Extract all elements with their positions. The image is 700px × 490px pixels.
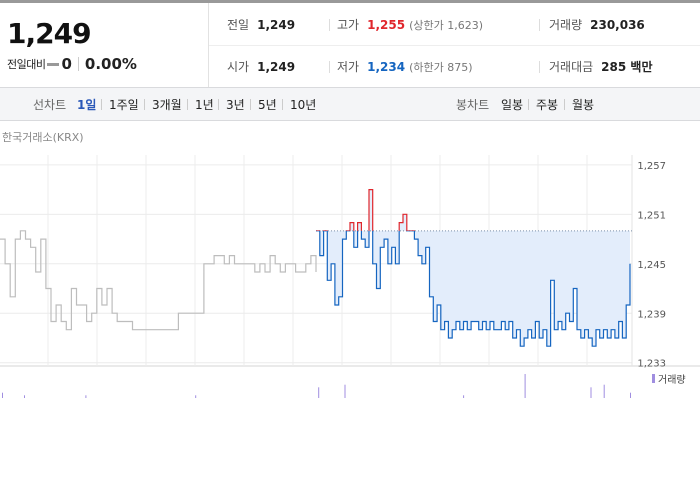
upper-limit: (상한가 1,623) xyxy=(409,18,483,32)
price-summary: 1,249 전일대비 0 0.00% xyxy=(0,3,209,87)
volume-bar xyxy=(524,374,526,398)
today-area-fill xyxy=(316,189,630,347)
stat-label: 거래량 xyxy=(549,18,583,32)
stat-value: 1,249 xyxy=(257,17,296,32)
volume-swatch xyxy=(652,374,655,383)
volume-bar xyxy=(603,384,605,398)
stat-label: 저가 xyxy=(337,60,360,74)
previous-day-line xyxy=(0,230,317,331)
stat-divider xyxy=(329,61,330,73)
stat-volume: 거래량 230,036 xyxy=(549,16,645,33)
stat-low: 저가 1,234 (하한가 875) xyxy=(337,58,473,75)
tab-3m[interactable]: 3개월 xyxy=(152,98,182,112)
tab-10y[interactable]: 10년 xyxy=(290,98,317,112)
stat-value: 1,234 xyxy=(367,59,406,74)
y-tick-label: 1,257 xyxy=(637,161,666,172)
lower-limit: (하한가 875) xyxy=(409,60,473,74)
stat-value: 1,249 xyxy=(257,59,296,74)
volume-bar xyxy=(85,395,87,398)
tab-divider xyxy=(528,99,529,110)
volume-legend: 거래량 xyxy=(652,371,686,386)
volume-legend-label: 거래량 xyxy=(658,375,686,386)
tab-1d[interactable]: 1일 xyxy=(77,98,97,112)
stat-amount: 거래대금 285 백만 xyxy=(549,58,652,75)
today-line-below xyxy=(316,230,631,347)
tab-divider xyxy=(282,99,283,110)
volume-bar xyxy=(630,392,631,398)
tab-weekly-candle[interactable]: 주봉 xyxy=(536,98,559,112)
change-row: 전일대비 0 0.00% xyxy=(7,55,137,73)
stats-row-divider xyxy=(209,45,700,46)
candle-chart-label: 봉차트 xyxy=(456,98,490,112)
volume-bar xyxy=(590,387,592,398)
tab-1w[interactable]: 1주일 xyxy=(109,98,139,112)
change-label: 전일대비 xyxy=(7,58,46,71)
change-divider xyxy=(77,57,79,71)
y-tick-label: 1,245 xyxy=(637,260,666,271)
stat-prev-close: 전일 1,249 xyxy=(227,16,295,33)
tab-divider xyxy=(187,99,188,110)
tab-divider xyxy=(101,99,102,110)
data-source: 한국거래소(KRX) xyxy=(2,131,84,144)
volume-bar xyxy=(24,395,25,398)
line-chart-label: 선차트 xyxy=(33,98,67,112)
stat-label: 고가 xyxy=(337,18,360,32)
change-value: 0 xyxy=(61,55,72,73)
top-border xyxy=(0,0,700,3)
tab-5y[interactable]: 5년 xyxy=(258,98,277,112)
tab-divider xyxy=(218,99,219,110)
chart-tab-bar: 선차트 1일 1주일 3개월 1년 3년 5년 10년 봉차트 일봉 주봉 월봉 xyxy=(0,87,700,121)
stats-panel: 전일 1,249 고가 1,255 (상한가 1,623) 거래량 230,03… xyxy=(209,3,700,87)
tab-divider xyxy=(564,99,565,110)
stat-value: 285 백만 xyxy=(601,60,653,74)
flat-change-icon xyxy=(47,62,60,66)
volume-bar xyxy=(195,395,197,398)
y-tick-label: 1,239 xyxy=(637,309,666,320)
stat-value: 230,036 xyxy=(590,17,645,32)
current-price: 1,249 xyxy=(7,17,92,50)
price-chart: 1,257 1,251 1,245 1,239 1,233 xyxy=(0,155,700,398)
stat-value: 1,255 xyxy=(367,17,406,32)
stat-open: 시가 1,249 xyxy=(227,58,295,75)
stat-high: 고가 1,255 (상한가 1,623) xyxy=(337,16,483,33)
volume-bar xyxy=(318,387,320,398)
y-tick-label: 1,251 xyxy=(637,210,666,221)
stat-divider xyxy=(539,61,540,73)
tab-monthly-candle[interactable]: 월봉 xyxy=(572,98,595,112)
stat-divider xyxy=(539,19,540,31)
tab-3y[interactable]: 3년 xyxy=(226,98,245,112)
tab-daily-candle[interactable]: 일봉 xyxy=(501,98,524,112)
volume-bar xyxy=(463,395,465,398)
y-tick-label: 1,233 xyxy=(637,359,666,370)
stat-label: 시가 xyxy=(227,60,250,74)
stat-divider xyxy=(329,19,330,31)
stat-label: 전일 xyxy=(227,18,250,32)
tab-divider xyxy=(144,99,145,110)
stat-label: 거래대금 xyxy=(549,60,594,74)
volume-bar xyxy=(2,392,3,398)
tab-1y[interactable]: 1년 xyxy=(195,98,214,112)
volume-bar xyxy=(344,384,346,398)
tab-divider xyxy=(250,99,251,110)
change-percent: 0.00% xyxy=(84,55,137,73)
